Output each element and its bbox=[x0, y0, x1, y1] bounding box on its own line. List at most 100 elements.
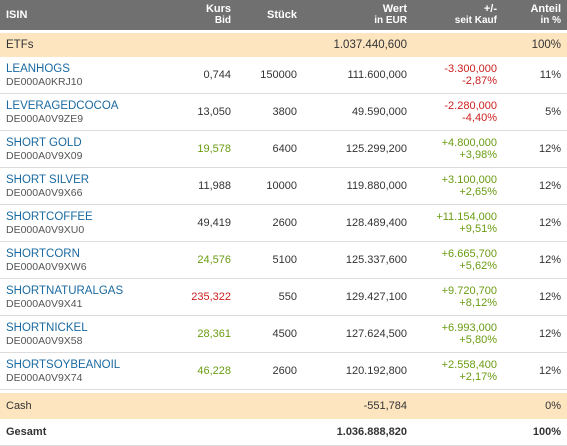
table-row: SHORTCORN DE000A0V9XW6 24,576 5100 125.337,6… bbox=[0, 241, 567, 279]
total-anteil: 100% bbox=[503, 419, 567, 446]
total-row: Gesamt 1.036.888,820 100% bbox=[0, 419, 567, 446]
isin-code: DE000A0V9X58 bbox=[6, 334, 83, 347]
instrument-cell: SHORT GOLD DE000A0V9X09 bbox=[0, 130, 165, 168]
instrument-link[interactable]: SHORT GOLD bbox=[6, 136, 82, 149]
isin-code: DE000A0KRJ10 bbox=[6, 75, 83, 88]
change-percent: +9,51% bbox=[459, 223, 497, 235]
table-row: SHORTCOFFEE DE000A0V9XU0 49,419 2600 128.489… bbox=[0, 204, 567, 242]
change-absolute: -2.280,000 bbox=[444, 100, 497, 112]
section-label: ETFs bbox=[0, 33, 165, 57]
change-since-purchase: +2.558,400 +2,17% bbox=[413, 352, 503, 390]
table-row: LEANHOGS DE000A0KRJ10 0,744 150000 111.600,0… bbox=[0, 57, 567, 94]
stueck: 3800 bbox=[237, 93, 303, 131]
stueck: 2600 bbox=[237, 204, 303, 242]
change-since-purchase: -3.300,000 -2,87% bbox=[413, 57, 503, 94]
wert-eur: 127.624,500 bbox=[303, 315, 413, 353]
stueck: 6400 bbox=[237, 130, 303, 168]
anteil-percent: 12% bbox=[503, 241, 567, 279]
kurs-bid: 235,322 bbox=[165, 278, 237, 316]
instrument-cell: SHORTCOFFEE DE000A0V9XU0 bbox=[0, 204, 165, 242]
change-percent: +3,98% bbox=[459, 149, 497, 161]
instrument-link[interactable]: LEANHOGS bbox=[6, 62, 70, 75]
header-change: +/- seit Kauf bbox=[413, 0, 503, 30]
kurs-bid: 46,228 bbox=[165, 352, 237, 390]
kurs-bid: 13,050 bbox=[165, 93, 237, 131]
change-absolute: +11.154,000 bbox=[436, 211, 497, 223]
instrument-link[interactable]: SHORTSOYBEANOIL bbox=[6, 358, 121, 371]
anteil-percent: 5% bbox=[503, 93, 567, 131]
change-percent: -4,40% bbox=[462, 112, 497, 124]
instrument-cell: SHORTNATURALGAS DE000A0V9X41 bbox=[0, 278, 165, 316]
wert-eur: 125.299,200 bbox=[303, 130, 413, 168]
wert-eur: 111.600,000 bbox=[303, 57, 413, 94]
section-wert: 1.037.440,600 bbox=[303, 33, 413, 57]
change-absolute: +2.558,400 bbox=[441, 359, 497, 371]
section-etfs: ETFs 1.037.440,600 100% bbox=[0, 33, 567, 57]
change-absolute: +6.993,000 bbox=[441, 322, 497, 334]
change-absolute: +9.720,700 bbox=[441, 285, 497, 297]
instrument-link[interactable]: LEVERAGEDCOCOA bbox=[6, 99, 119, 112]
header-wert: Wert in EUR bbox=[303, 0, 413, 30]
instrument-cell: SHORTCORN DE000A0V9XW6 bbox=[0, 241, 165, 279]
change-percent: +8,12% bbox=[459, 297, 497, 309]
header-isin: ISIN bbox=[0, 0, 165, 30]
instrument-cell: SHORTSOYBEANOIL DE000A0V9X74 bbox=[0, 352, 165, 390]
total-label: Gesamt bbox=[0, 419, 165, 446]
change-percent: +2,17% bbox=[459, 371, 497, 383]
table-row: LEVERAGEDCOCOA DE000A0V9ZE9 13,050 3800 49.5… bbox=[0, 93, 567, 131]
table-row: SHORTSOYBEANOIL DE000A0V9X74 46,228 2600 120… bbox=[0, 352, 567, 390]
anteil-percent: 12% bbox=[503, 130, 567, 168]
anteil-percent: 12% bbox=[503, 167, 567, 205]
kurs-bid: 24,576 bbox=[165, 241, 237, 279]
instrument-cell: SHORT SILVER DE000A0V9X66 bbox=[0, 167, 165, 205]
wert-eur: 49.590,000 bbox=[303, 93, 413, 131]
instrument-link[interactable]: SHORTCORN bbox=[6, 247, 80, 260]
instrument-link[interactable]: SHORTNATURALGAS bbox=[6, 284, 124, 297]
stueck: 2600 bbox=[237, 352, 303, 390]
stueck: 150000 bbox=[237, 57, 303, 94]
kurs-bid: 49,419 bbox=[165, 204, 237, 242]
cash-wert: -551,784 bbox=[303, 393, 413, 419]
anteil-percent: 12% bbox=[503, 352, 567, 390]
wert-eur: 119.880,000 bbox=[303, 167, 413, 205]
instrument-cell: LEVERAGEDCOCOA DE000A0V9ZE9 bbox=[0, 93, 165, 131]
isin-code: DE000A0V9ZE9 bbox=[6, 112, 84, 125]
kurs-bid: 19,578 bbox=[165, 130, 237, 168]
isin-code: DE000A0V9X41 bbox=[6, 297, 83, 310]
stueck: 5100 bbox=[237, 241, 303, 279]
change-since-purchase: +4.800,000 +3,98% bbox=[413, 130, 503, 168]
kurs-bid: 11,988 bbox=[165, 167, 237, 205]
change-absolute: +3.100,000 bbox=[441, 174, 497, 186]
table-row: SHORTNICKEL DE000A0V9X58 28,361 4500 127.624… bbox=[0, 315, 567, 353]
wert-eur: 128.489,400 bbox=[303, 204, 413, 242]
table-row: SHORTNATURALGAS DE000A0V9X41 235,322 550 129… bbox=[0, 278, 567, 316]
instrument-cell: LEANHOGS DE000A0KRJ10 bbox=[0, 57, 165, 94]
isin-code: DE000A0V9XU0 bbox=[6, 223, 85, 236]
stueck: 550 bbox=[237, 278, 303, 316]
stueck: 10000 bbox=[237, 167, 303, 205]
wert-eur: 120.192,800 bbox=[303, 352, 413, 390]
anteil-percent: 12% bbox=[503, 204, 567, 242]
section-anteil: 100% bbox=[503, 33, 567, 57]
isin-code: DE000A0V9XW6 bbox=[6, 260, 87, 273]
header-stueck: Stück bbox=[237, 0, 303, 30]
instrument-link[interactable]: SHORT SILVER bbox=[6, 173, 90, 186]
isin-code: DE000A0V9X74 bbox=[6, 371, 83, 384]
change-since-purchase: +6.665,700 +5,62% bbox=[413, 241, 503, 279]
change-absolute: +6.665,700 bbox=[441, 248, 497, 260]
anteil-percent: 11% bbox=[503, 57, 567, 94]
instrument-link[interactable]: SHORTNICKEL bbox=[6, 321, 88, 334]
isin-code: DE000A0V9X66 bbox=[6, 186, 83, 199]
change-absolute: +4.800,000 bbox=[441, 137, 497, 149]
wert-eur: 125.337,600 bbox=[303, 241, 413, 279]
change-percent: +5,62% bbox=[459, 260, 497, 272]
instrument-link[interactable]: SHORTCOFFEE bbox=[6, 210, 93, 223]
instrument-cell: SHORTNICKEL DE000A0V9X58 bbox=[0, 315, 165, 353]
kurs-bid: 0,744 bbox=[165, 57, 237, 94]
change-absolute: -3.300,000 bbox=[444, 63, 497, 75]
change-since-purchase: -2.280,000 -4,40% bbox=[413, 93, 503, 131]
change-since-purchase: +6.993,000 +5,80% bbox=[413, 315, 503, 353]
table-row: SHORT SILVER DE000A0V9X66 11,988 10000 119.8… bbox=[0, 167, 567, 205]
header-kurs: Kurs Bid bbox=[165, 0, 237, 30]
